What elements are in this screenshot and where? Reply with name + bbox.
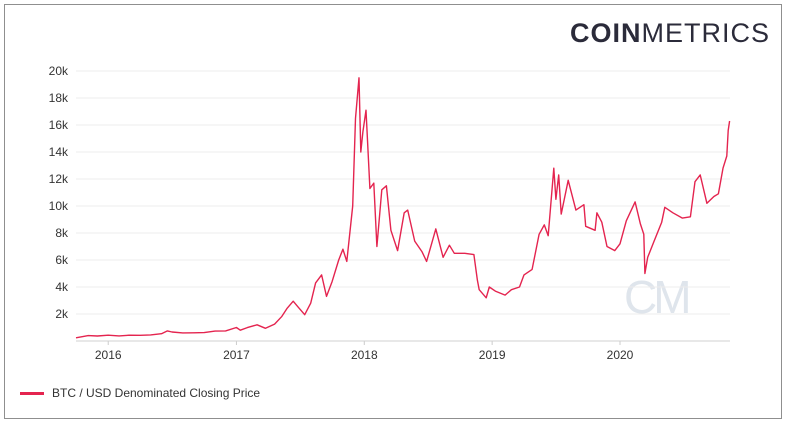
y-tick-label: 2k (55, 307, 69, 321)
logo-light-text: METRICS (641, 18, 770, 48)
x-tick-label: 2016 (95, 348, 122, 362)
y-tick-label: 18k (49, 91, 69, 105)
chart-frame (4, 4, 782, 419)
coinmetrics-logo: COINMETRICS (570, 18, 770, 49)
x-tick-label: 2018 (351, 348, 378, 362)
y-tick-label: 16k (49, 118, 69, 132)
grid-lines (76, 70, 730, 315)
y-tick-label: 8k (55, 226, 69, 240)
x-axis-ticks: 2016 2017 2018 2019 2020 (95, 341, 634, 362)
y-tick-label: 14k (49, 145, 69, 159)
x-tick-label: 2020 (607, 348, 634, 362)
y-tick-label: 20k (49, 64, 69, 78)
y-axis-ticks: 2k 4k 6k 8k 10k 12k 14k 16k 18k 20k (49, 64, 69, 321)
legend-swatch (20, 391, 44, 395)
x-tick-label: 2017 (223, 348, 250, 362)
logo-bold-text: COIN (570, 18, 642, 48)
legend-label: BTC / USD Denominated Closing Price (52, 386, 261, 400)
x-tick-label: 2019 (479, 348, 506, 362)
y-tick-label: 10k (49, 199, 69, 213)
y-tick-label: 6k (55, 253, 69, 267)
legend: BTC / USD Denominated Closing Price (20, 386, 260, 400)
btc-price-line (75, 77, 731, 339)
y-tick-label: 4k (55, 280, 69, 294)
y-tick-label: 12k (49, 172, 69, 186)
